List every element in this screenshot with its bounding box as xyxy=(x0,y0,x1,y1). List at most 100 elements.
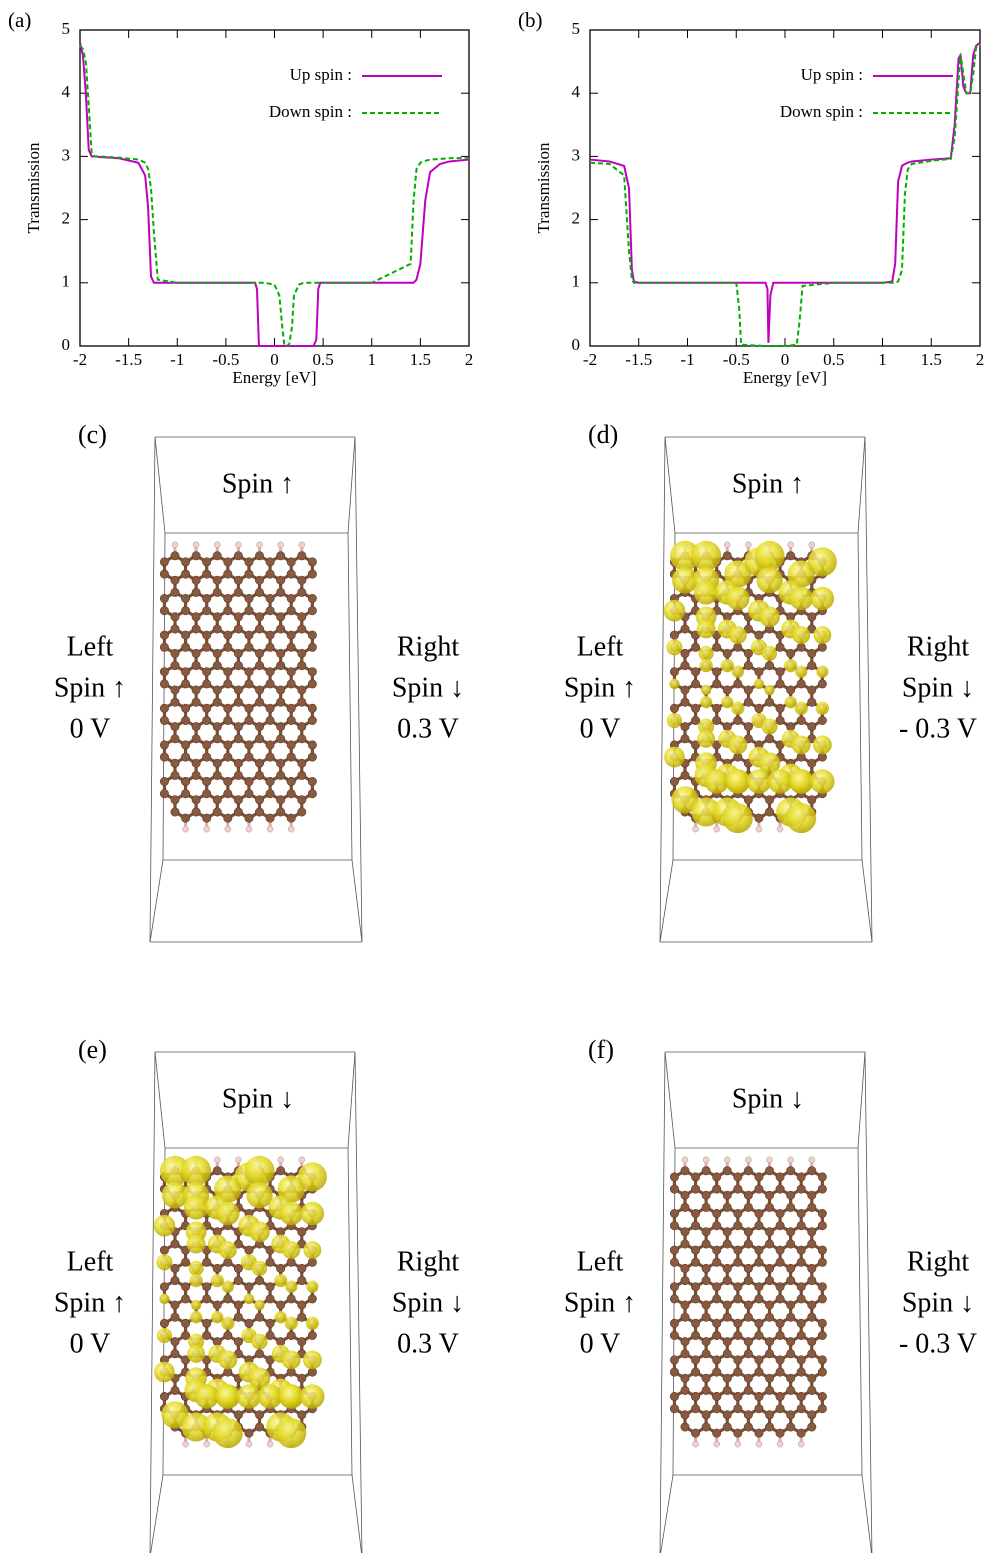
carbon-atom xyxy=(807,1227,817,1237)
isosurface-lobe xyxy=(761,645,778,661)
carbon-atom xyxy=(276,685,286,695)
carbon-atom xyxy=(775,1391,785,1401)
carbon-atom xyxy=(255,575,265,585)
carbon-atom xyxy=(181,703,191,713)
carbon-atom xyxy=(233,1276,243,1286)
panel-label: (d) xyxy=(588,420,618,449)
carbon-atom xyxy=(701,1422,711,1432)
right-lead-label: Spin ↓ xyxy=(902,1287,974,1318)
hydrogen-atom xyxy=(298,1156,306,1164)
left-lead-label: 0 V xyxy=(580,1328,621,1359)
carbon-atom xyxy=(159,752,169,762)
carbon-atom xyxy=(722,1263,732,1273)
carbon-atom xyxy=(212,734,222,744)
carbon-atom xyxy=(255,648,265,658)
carbon-atom xyxy=(255,612,265,622)
carbon-atom xyxy=(286,594,296,604)
carbon-atom xyxy=(817,1355,827,1365)
carbon-atom xyxy=(170,734,180,744)
carbon-atom xyxy=(754,1209,764,1219)
carbon-atom xyxy=(765,1227,775,1237)
isosurface-lobe xyxy=(700,684,712,696)
carbon-atom xyxy=(191,795,201,805)
carbon-atom xyxy=(722,648,732,658)
right-lead-label: Right xyxy=(907,1246,969,1277)
carbon-atom xyxy=(286,703,296,713)
carbon-atom xyxy=(786,1300,796,1310)
carbon-atom xyxy=(754,1221,764,1231)
carbon-atom xyxy=(775,642,785,652)
carbon-atom xyxy=(202,740,212,750)
isosurface-lobe xyxy=(188,1333,205,1350)
isosurface-lobe xyxy=(731,665,744,678)
cell-edge xyxy=(864,1051,873,1553)
isosurface-lobe xyxy=(218,1350,238,1370)
hydrogen-atom xyxy=(287,825,295,833)
carbon-atom xyxy=(765,661,775,671)
carbon-atom xyxy=(255,587,265,597)
carbon-atom xyxy=(817,1209,827,1219)
carbon-atom xyxy=(265,752,275,762)
carbon-atom xyxy=(722,1300,732,1310)
carbon-atom xyxy=(212,587,222,597)
hydrogen-atom xyxy=(214,1156,221,1164)
carbon-atom xyxy=(680,697,690,707)
panel-label: (e) xyxy=(78,1035,107,1064)
carbon-atom xyxy=(680,1263,690,1273)
cell-edge xyxy=(347,532,353,861)
isosurface-lobe xyxy=(816,665,829,678)
carbon-atom xyxy=(223,703,233,713)
carbon-atom xyxy=(691,715,701,725)
x-tick-label: 0.5 xyxy=(313,350,334,369)
carbon-atom xyxy=(233,685,243,695)
carbon-atom xyxy=(743,1300,753,1310)
x-tick-label: 1 xyxy=(878,350,887,369)
carbon-atom xyxy=(754,1355,764,1365)
carbon-atom xyxy=(722,685,732,695)
left-lead-label: Spin ↑ xyxy=(564,1287,636,1318)
carbon-atom xyxy=(775,1330,785,1340)
carbon-atom xyxy=(722,1337,732,1347)
isosurface-lobe xyxy=(722,803,753,834)
isosurface-lobe xyxy=(663,599,686,622)
carbon-atom xyxy=(276,722,286,732)
carbon-atom xyxy=(680,1276,690,1286)
carbon-atom xyxy=(680,1202,690,1212)
carbon-atom xyxy=(775,679,785,689)
cell-edge xyxy=(150,1474,164,1553)
carbon-atom xyxy=(765,1349,775,1359)
carbon-atom xyxy=(297,1263,307,1273)
carbon-atom xyxy=(212,685,222,695)
isosurface-lobe xyxy=(696,619,716,639)
isosurface-lobe xyxy=(731,701,745,715)
carbon-atom xyxy=(775,1209,785,1219)
carbon-atom xyxy=(712,1209,722,1219)
carbon-atom xyxy=(680,770,690,780)
carbon-atom xyxy=(181,1294,191,1304)
carbon-atom xyxy=(817,1294,827,1304)
carbon-atom xyxy=(807,1190,817,1200)
carbon-atom xyxy=(754,1367,764,1377)
carbon-atom xyxy=(212,648,222,658)
isosurface-lobe xyxy=(161,1182,189,1209)
carbon-atom xyxy=(297,551,307,561)
isosurface-lobe xyxy=(189,1311,203,1324)
carbon-atom xyxy=(743,697,753,707)
carbon-atom xyxy=(807,697,817,707)
carbon-atom xyxy=(223,740,233,750)
carbon-atom xyxy=(680,1312,690,1322)
carbon-atom xyxy=(265,740,275,750)
carbon-atom xyxy=(255,1276,265,1286)
isosurface-lobe xyxy=(156,1254,173,1271)
carbon-atom xyxy=(807,1312,817,1322)
cell-edge xyxy=(149,436,156,943)
carbon-atom xyxy=(743,661,753,671)
carbon-atom xyxy=(159,667,169,677)
carbon-atom xyxy=(691,1257,701,1267)
carbon-atom xyxy=(191,575,201,585)
carbon-atom xyxy=(669,1318,679,1328)
carbon-atom xyxy=(722,1349,732,1359)
carbon-atom xyxy=(786,1349,796,1359)
cell-edge xyxy=(672,1147,676,1476)
carbon-atom xyxy=(796,1282,806,1292)
